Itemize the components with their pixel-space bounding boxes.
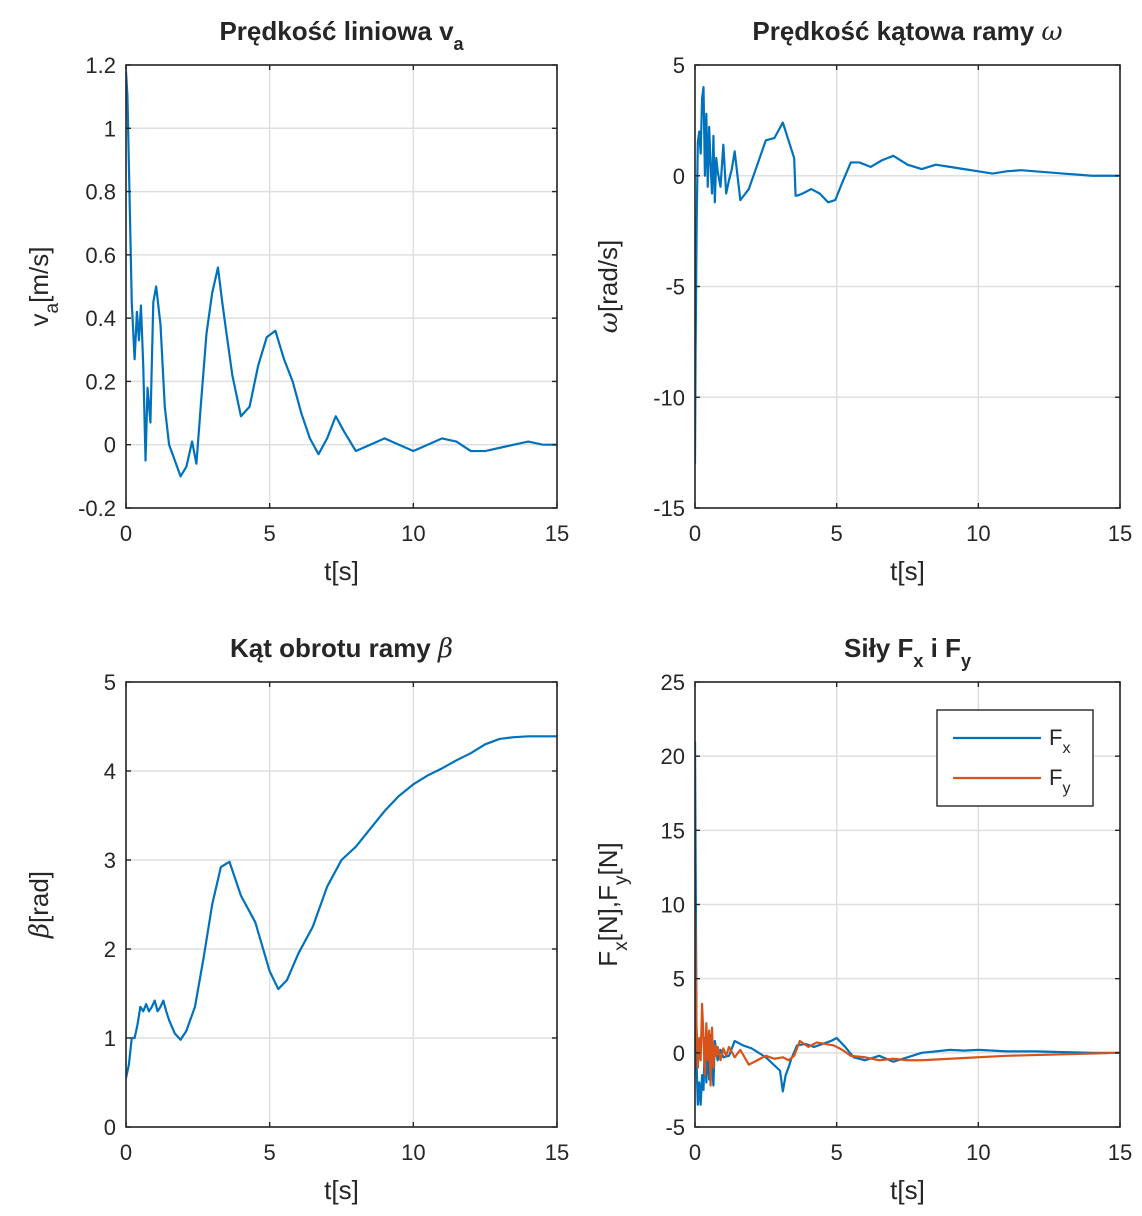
x-tick-label: 10 (401, 521, 425, 546)
y-tick-label: 0.6 (85, 243, 116, 268)
y-tick-label: 0.4 (85, 306, 116, 331)
x-tick-label: 15 (1108, 521, 1132, 546)
legend-label-2: Fy (1049, 765, 1070, 797)
chart-title: Siły Fx i Fy (844, 633, 971, 671)
x-tick-label: 15 (545, 1140, 569, 1165)
y-tick-label: -15 (653, 496, 685, 521)
x-tick-label: 0 (689, 521, 701, 546)
x-axis-label: t[s] (890, 1175, 925, 1205)
y-tick-label: 0 (104, 1115, 116, 1140)
y-tick-label: 0.8 (85, 180, 116, 205)
y-tick-label: 5 (104, 670, 116, 695)
series-line-1 (126, 735, 557, 1079)
x-axis-label: t[s] (324, 1175, 359, 1205)
y-tick-label: -0.2 (78, 496, 116, 521)
y-tick-label: 4 (104, 759, 116, 784)
chart-panel-1: 0 5 10 15-0.200.20.40.60.811.2t[s]Prędkość … (24, 16, 569, 586)
chart-title: Kąt obrotu ramy β (230, 633, 453, 664)
y-tick-label: 5 (673, 53, 685, 78)
x-tick-label: 0 (120, 1140, 132, 1165)
y-tick-label: 3 (104, 848, 116, 873)
y-tick-label: 15 (661, 818, 685, 843)
y-axis-label: ω[rad/s] (593, 240, 624, 333)
y-tick-label: 1.2 (85, 53, 116, 78)
y-axis-label: va[m/s] (24, 247, 63, 327)
y-tick-label: 1 (104, 1026, 116, 1051)
y-tick-label: 0 (104, 433, 116, 458)
grid (125, 64, 558, 509)
series-line-1 (695, 86, 1120, 464)
chart-title: Prędkość kątowa ramy ω (752, 16, 1062, 47)
y-axis-label: Fx[N],Fy[N] (593, 842, 632, 966)
x-tick-label: 0 (120, 521, 132, 546)
y-tick-label: 25 (661, 670, 685, 695)
chart-title: Prędkość liniowa va (219, 16, 464, 54)
y-axis-label: β[rad] (24, 871, 55, 939)
y-tick-label: 5 (673, 967, 685, 992)
x-tick-label: 10 (401, 1140, 425, 1165)
legend: Fx Fy (936, 709, 1094, 807)
legend-box (936, 709, 1094, 807)
x-tick-label: 10 (966, 1140, 990, 1165)
x-tick-label: 15 (1108, 1140, 1132, 1165)
x-tick-label: 5 (264, 521, 276, 546)
y-tick-label: -5 (665, 275, 685, 300)
y-tick-label: 0 (673, 1041, 685, 1066)
legend-label-1: Fx (1049, 725, 1070, 757)
y-tick-label: 0.2 (85, 369, 116, 394)
chart-panel-2: 0 5 10 15 -15 -10 -5 0 5 t[s] Prędkość kątowa ramy… (593, 16, 1132, 586)
x-tick-label: 10 (966, 521, 990, 546)
x-tick-label: 5 (264, 1140, 276, 1165)
grid (694, 64, 1121, 509)
series-line-1 (126, 71, 557, 478)
y-tick-label: 20 (661, 744, 685, 769)
y-tick-label: 2 (104, 937, 116, 962)
chart-panel-3: 0 5 10 15 0 1 2 3 4 5 t[s] Kąt obrotu ramy β β[rad] (24, 633, 569, 1205)
x-tick-label: 0 (689, 1140, 701, 1165)
grid (125, 681, 558, 1128)
y-tick-label: -5 (665, 1115, 685, 1140)
x-tick-label: 15 (545, 521, 569, 546)
x-tick-label: 5 (831, 521, 843, 546)
y-tick-label: -10 (653, 385, 685, 410)
x-axis-label: t[s] (890, 556, 925, 586)
axes-frame (125, 64, 558, 509)
y-tick-label: 0 (673, 164, 685, 189)
y-tick-label: 10 (661, 893, 685, 918)
axes-frame (125, 681, 558, 1128)
x-axis-label: t[s] (324, 556, 359, 586)
y-tick-label: 1 (104, 116, 116, 141)
series-line-2 (695, 911, 1120, 1087)
x-tick-label: 5 (831, 1140, 843, 1165)
